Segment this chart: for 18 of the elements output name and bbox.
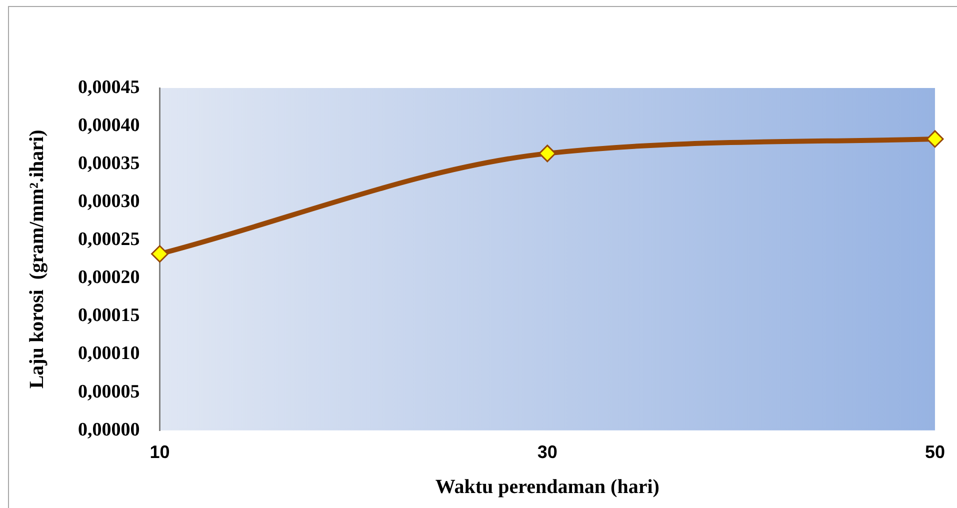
y-tick-label: 0,00030 bbox=[78, 191, 140, 212]
y-tick-label: 0,00035 bbox=[78, 152, 140, 174]
y-tick-label: 0,00025 bbox=[78, 229, 140, 250]
x-tick-label: 10 bbox=[150, 442, 170, 462]
point bbox=[151, 245, 168, 263]
x-tick-label: 30 bbox=[537, 442, 558, 462]
y-tick-label: 0,00040 bbox=[78, 114, 140, 136]
x-axis-title: Waktu perendaman (hari) bbox=[435, 476, 660, 498]
y-tick-label: 0,00045 bbox=[78, 76, 140, 98]
y-tick-label: 0,00000 bbox=[78, 419, 140, 440]
y-tick-label: 0,00020 bbox=[78, 267, 140, 288]
x-tick-label: 50 bbox=[924, 442, 946, 462]
y-tick-label: 0,00005 bbox=[78, 381, 140, 402]
y-tick-label: 0,00010 bbox=[78, 343, 140, 364]
point bbox=[538, 144, 556, 162]
y-axis-title: Laju korosi (gram/mm².ihari) bbox=[26, 130, 48, 389]
point bbox=[926, 130, 944, 148]
y-tick-label: 0,00015 bbox=[78, 305, 140, 326]
